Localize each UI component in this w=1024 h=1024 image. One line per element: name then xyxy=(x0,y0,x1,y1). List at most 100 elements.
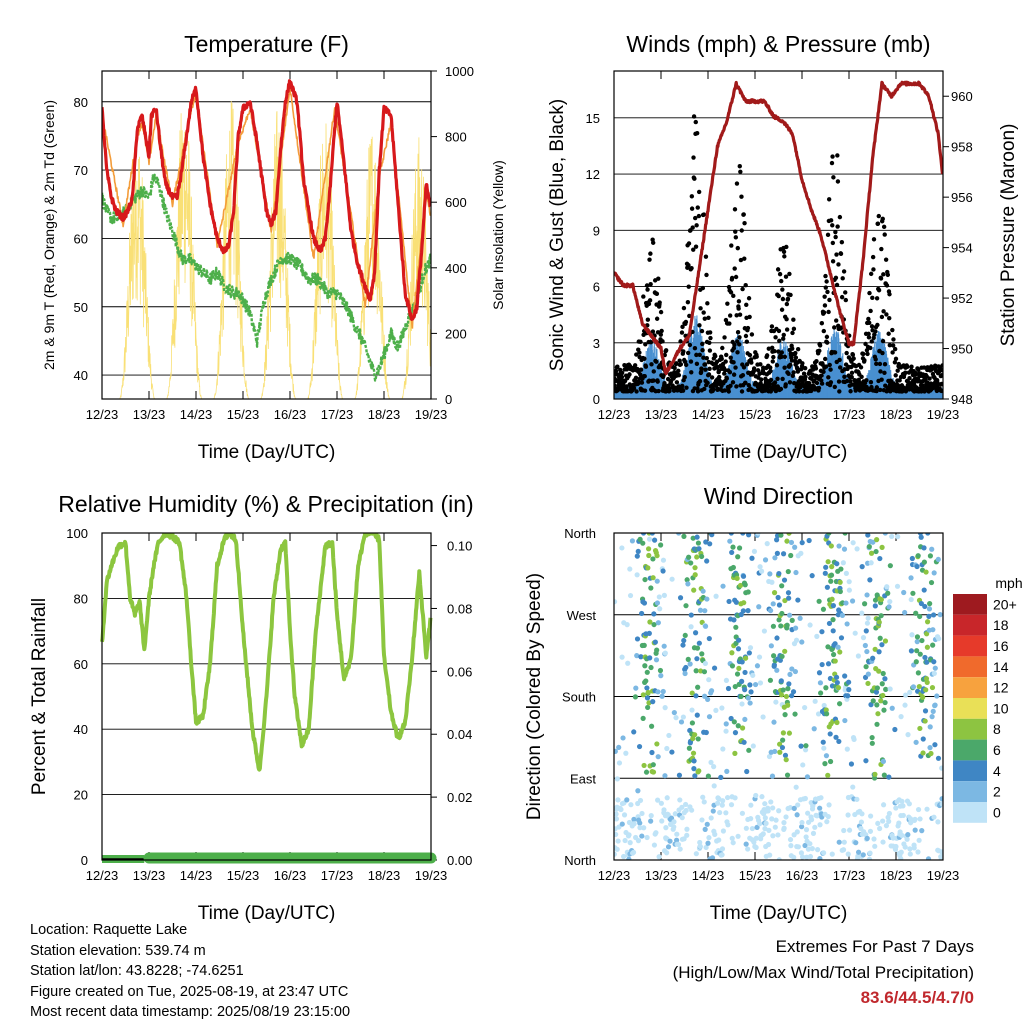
gust-point xyxy=(879,246,884,252)
direction-point xyxy=(614,816,620,822)
gust-point xyxy=(839,294,845,300)
gust-point xyxy=(878,276,884,281)
direction-point xyxy=(910,684,917,690)
direction-point xyxy=(699,553,705,560)
direction-point xyxy=(860,635,867,641)
direction-point xyxy=(914,563,920,570)
direction-point xyxy=(653,830,659,836)
direction-point xyxy=(712,831,718,837)
direction-point xyxy=(932,665,938,671)
direction-point xyxy=(693,851,699,857)
direction-point xyxy=(817,805,823,811)
y2-tick-label: 0.08 xyxy=(447,601,472,616)
direction-point xyxy=(776,857,782,860)
direction-point xyxy=(829,851,835,857)
gust-point xyxy=(707,348,713,353)
direction-point xyxy=(844,621,850,627)
direction-point xyxy=(803,743,809,749)
gust-point xyxy=(656,276,661,281)
direction-point xyxy=(762,557,769,563)
gust-point xyxy=(834,252,839,257)
direction-point xyxy=(720,828,727,834)
gust-point xyxy=(863,341,868,347)
gust-point xyxy=(781,249,787,254)
direction-point xyxy=(785,686,791,692)
y2-tick-label: 950 xyxy=(951,342,973,357)
gust-point xyxy=(724,376,729,381)
direction-point xyxy=(671,709,677,716)
direction-point xyxy=(727,538,733,544)
gust-point xyxy=(837,214,843,220)
direction-point xyxy=(854,796,860,802)
direction-point xyxy=(785,568,791,575)
gust-series xyxy=(614,114,943,394)
gust-point xyxy=(784,244,789,250)
direction-point xyxy=(877,555,883,562)
y-tick-label: 40 xyxy=(74,722,88,737)
x-tick-label: 17/23 xyxy=(321,407,354,422)
direction-point xyxy=(661,807,667,813)
gust-point xyxy=(814,380,820,386)
direction-point xyxy=(802,795,808,802)
colorbar: mph 20+ 18 16 14 12 10 8 6 4 2 0 xyxy=(953,575,1023,823)
direction-point xyxy=(746,650,752,656)
direction-point xyxy=(645,546,652,552)
direction-point xyxy=(690,735,696,742)
gust-point xyxy=(867,290,872,296)
direction-point xyxy=(825,644,831,650)
direction-point xyxy=(669,749,675,755)
direction-point xyxy=(714,800,721,806)
direction-point xyxy=(808,817,815,823)
direction-point xyxy=(705,696,711,702)
direction-point xyxy=(644,834,650,841)
gust-point xyxy=(791,370,796,375)
direction-point xyxy=(924,619,931,625)
gust-point xyxy=(656,388,661,394)
gust-point xyxy=(684,385,689,390)
direction-point xyxy=(777,749,783,755)
gust-point xyxy=(738,169,743,175)
direction-point xyxy=(713,593,719,599)
gust-point xyxy=(668,379,674,384)
direction-point xyxy=(904,836,910,842)
gust-point xyxy=(713,353,718,359)
y-tick-label: 9 xyxy=(593,223,600,238)
y-tick-label: 3 xyxy=(593,336,600,351)
direction-point xyxy=(732,683,738,690)
direction-point xyxy=(754,663,761,669)
direction-point xyxy=(879,544,885,550)
gust-point xyxy=(779,307,785,312)
direction-point xyxy=(846,687,852,693)
direction-point xyxy=(912,827,918,833)
gust-point xyxy=(783,382,788,387)
direction-point xyxy=(840,847,847,853)
direction-point xyxy=(720,746,726,752)
direction-point xyxy=(881,707,887,713)
colorbar-label: 6 xyxy=(993,742,1001,758)
direction-point xyxy=(794,812,800,818)
direction-point xyxy=(830,617,836,623)
gust-point xyxy=(849,370,855,376)
direction-point xyxy=(680,714,686,720)
gust-point xyxy=(700,285,706,291)
direction-point xyxy=(616,744,622,751)
gust-point xyxy=(887,315,892,321)
gust-point xyxy=(905,364,910,370)
direction-point xyxy=(824,819,830,825)
gust-point xyxy=(705,380,710,386)
direction-point xyxy=(889,705,895,711)
gust-point xyxy=(874,385,880,390)
direction-point xyxy=(842,717,848,724)
direction-point xyxy=(939,796,943,802)
direction-point xyxy=(776,808,782,814)
direction-point xyxy=(639,810,645,817)
direction-point xyxy=(713,707,719,713)
gust-point xyxy=(819,321,825,326)
colorbar-label: 4 xyxy=(993,763,1001,779)
gust-point xyxy=(833,229,838,235)
gust-point xyxy=(875,322,880,328)
gust-point xyxy=(780,287,785,292)
gust-point xyxy=(639,380,645,385)
gust-point xyxy=(850,352,856,357)
direction-point xyxy=(914,639,920,645)
